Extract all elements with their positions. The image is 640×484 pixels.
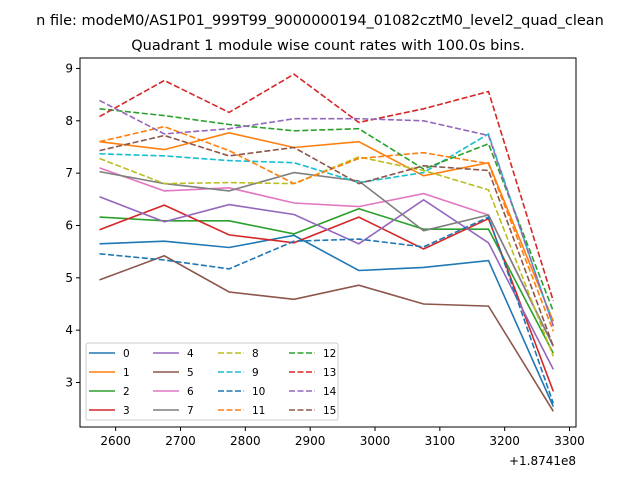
legend-label: 13 — [323, 367, 336, 379]
y-tick-label: 7 — [65, 166, 73, 180]
y-tick-label: 9 — [65, 61, 73, 75]
y-tick-label: 5 — [65, 271, 73, 285]
legend-label: 3 — [123, 405, 130, 417]
x-tick-label: 3200 — [489, 434, 520, 448]
plot-area — [99, 73, 555, 412]
legend-label: 1 — [123, 367, 130, 379]
series-line-8 — [99, 156, 555, 357]
legend-label: 0 — [123, 348, 130, 360]
legend-frame — [85, 342, 339, 421]
legend-label: 11 — [252, 405, 265, 417]
x-tick-label: 2900 — [295, 434, 326, 448]
suptitle: n file: modeM0/AS1P01_999T99_9000000194_… — [36, 13, 604, 29]
x-tick-label: 2800 — [230, 434, 261, 448]
x-tick-label: 3000 — [360, 434, 391, 448]
legend-label: 4 — [187, 348, 194, 360]
legend-label: 6 — [187, 386, 194, 398]
legend-label: 5 — [187, 367, 194, 379]
axes-frame — [79, 57, 577, 428]
legend-label: 7 — [187, 405, 194, 417]
legend-label: 14 — [323, 386, 337, 398]
series-line-6 — [99, 167, 555, 347]
legend-label: 10 — [252, 386, 265, 398]
legend-label: 12 — [323, 348, 336, 360]
x-tick-label: 2700 — [165, 434, 196, 448]
series-line-0 — [99, 234, 555, 407]
series-line-10 — [99, 216, 555, 404]
x-axis: 2600 2700 2800 2900 3000 3100 3200 3300 — [100, 427, 585, 448]
legend-label: 9 — [252, 367, 259, 379]
series-line-15 — [99, 134, 555, 347]
series-line-12 — [99, 108, 555, 312]
x-tick-label: 3300 — [554, 434, 585, 448]
series-line-5 — [99, 254, 554, 412]
x-tick-label: 2600 — [100, 434, 131, 448]
y-axis: 3 4 5 6 7 8 9 — [65, 61, 80, 390]
series-line-13 — [99, 73, 555, 302]
series-line-1 — [99, 131, 555, 322]
y-tick-label: 3 — [65, 376, 73, 390]
legend-label: 15 — [323, 405, 336, 417]
series-line-2 — [99, 207, 555, 354]
y-tick-label: 8 — [65, 114, 73, 128]
series-line-9 — [99, 132, 555, 327]
chart-title: Quadrant 1 module wise count rates with … — [131, 38, 525, 54]
legend-label: 2 — [123, 386, 130, 398]
series-line-11 — [99, 125, 555, 332]
series-line-7 — [99, 170, 555, 347]
x-offset-label: +1.8741e8 — [509, 454, 576, 468]
x-tick-label: 3100 — [425, 434, 456, 448]
y-tick-label: 4 — [65, 323, 73, 337]
series-line-4 — [99, 195, 555, 370]
y-tick-label: 6 — [65, 218, 73, 232]
legend-label: 8 — [252, 348, 259, 360]
